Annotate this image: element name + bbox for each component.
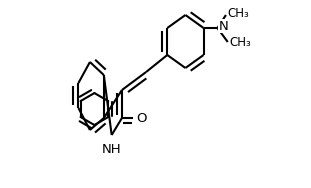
Text: O: O: [137, 111, 147, 124]
Text: NH: NH: [102, 143, 122, 155]
Text: CH₃: CH₃: [228, 7, 249, 20]
Text: CH₃: CH₃: [230, 36, 251, 49]
Text: N: N: [218, 20, 228, 33]
